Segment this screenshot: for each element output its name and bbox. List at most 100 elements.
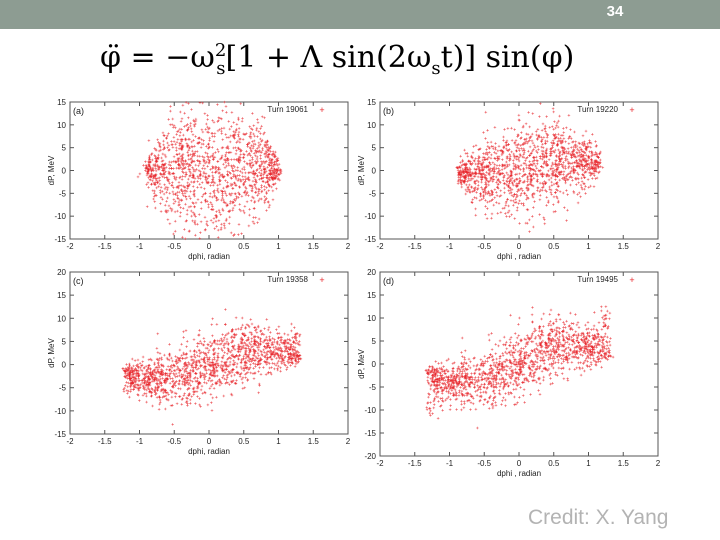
x-tick-label: -1	[136, 437, 144, 446]
y-tick-label: -10	[54, 212, 66, 221]
slide-number: 34	[606, 3, 624, 20]
x-tick-label: -0.5	[167, 242, 181, 251]
y-tick-label: -5	[59, 384, 67, 393]
legend-marker: +	[319, 275, 324, 285]
y-tick-label: -15	[54, 430, 66, 439]
y-tick-label: -10	[54, 407, 66, 416]
y-axis-label: dP, MeV	[357, 155, 366, 185]
scatter-points	[121, 308, 303, 426]
y-tick-label: 20	[57, 268, 66, 277]
x-tick-label: -1	[446, 242, 454, 251]
y-tick-label: -15	[364, 429, 376, 438]
x-tick-label: 1.5	[308, 437, 320, 446]
y-tick-label: -5	[59, 189, 67, 198]
equation: φ̈ = −ω2s[1 + Λ sin(2ωst)] sin(φ)	[100, 40, 574, 79]
credit-text: Credit: X. Yang	[528, 506, 669, 529]
legend-text: Turn 19358	[267, 275, 308, 284]
legend-text: Turn 19495	[577, 275, 618, 284]
panel-label: (b)	[383, 106, 394, 116]
chart-panel-a: -2 -1.5 -1 -0.5 0 0.5 1 1.5 2 15 10 5 0 -5 -10 -15 dphi,…	[47, 98, 351, 261]
y-axis-label: dP, MeV	[47, 155, 56, 185]
y-tick-label: 15	[57, 291, 66, 300]
x-axis-label: dphi, radian	[188, 252, 230, 261]
x-tick-label: 1	[586, 459, 591, 468]
x-tick-label: 1.5	[618, 459, 630, 468]
x-tick-label: 0.5	[548, 459, 560, 468]
y-tick-label: -15	[54, 235, 66, 244]
scatter-points	[136, 100, 283, 241]
y-tick-label: -10	[364, 212, 376, 221]
y-tick-label: 10	[57, 121, 66, 130]
legend-text: Turn 19220	[577, 105, 618, 114]
x-tick-label: -2	[66, 437, 74, 446]
y-tick-label: 0	[372, 360, 377, 369]
x-tick-label: 0	[207, 437, 212, 446]
y-tick-label: -5	[369, 189, 377, 198]
y-tick-label: -5	[369, 383, 377, 392]
y-tick-label: 5	[62, 337, 67, 346]
equation-sup: 2	[214, 40, 227, 61]
equation-rhs: t)] sin(φ)	[440, 40, 575, 75]
legend-marker: +	[629, 105, 634, 115]
scatter-points	[455, 102, 605, 233]
y-tick-label: -20	[364, 452, 376, 461]
equation-lhs: φ̈ = −ω	[100, 40, 215, 75]
equation-sub2: s	[431, 58, 441, 79]
y-tick-label: 15	[367, 291, 376, 300]
x-tick-label: -2	[376, 459, 384, 468]
x-axis-label: dphi, radian	[188, 447, 230, 456]
y-tick-label: 10	[367, 314, 376, 323]
x-tick-label: 1.5	[308, 242, 320, 251]
equation-mid: [1 + Λ sin(2ω	[225, 40, 432, 75]
x-tick-label: -1.5	[98, 437, 112, 446]
x-axis-label: dphi , radian	[497, 252, 541, 261]
y-tick-label: 10	[367, 121, 376, 130]
x-tick-label: -2	[376, 242, 384, 251]
y-tick-label: -15	[364, 235, 376, 244]
x-tick-label: -1.5	[98, 242, 112, 251]
x-tick-label: -1	[446, 459, 454, 468]
y-axis-label: dP, MeV	[357, 349, 366, 379]
x-tick-label: 0	[517, 242, 522, 251]
x-tick-label: -1.5	[408, 459, 422, 468]
plot-frame	[69, 101, 349, 240]
panel-label: (c)	[73, 276, 84, 286]
y-tick-label: -10	[364, 406, 376, 415]
x-tick-label: -2	[66, 242, 74, 251]
y-tick-label: 15	[57, 98, 66, 107]
chart-panel-d: -2 -1.5 -1 -0.5 0 0.5 1 1.5 2 20 15 10 5 0 -5 -10 -15 -20…	[357, 268, 661, 478]
x-tick-label: 0	[207, 242, 212, 251]
y-tick-label: 5	[62, 144, 67, 153]
y-tick-label: 0	[62, 167, 67, 176]
panel-label: (d)	[383, 276, 394, 286]
legend-text: Turn 19061	[267, 105, 308, 114]
y-tick-label: 0	[372, 167, 377, 176]
x-tick-label: 1	[586, 242, 591, 251]
x-tick-label: 2	[346, 242, 351, 251]
x-tick-label: -1.5	[408, 242, 422, 251]
x-axis-label: dphi , radian	[497, 469, 541, 478]
x-tick-label: 1	[276, 242, 281, 251]
x-tick-label: -0.5	[477, 242, 491, 251]
y-tick-label: 15	[367, 98, 376, 107]
panel-label: (a)	[73, 106, 84, 116]
x-tick-label: -1	[136, 242, 144, 251]
x-tick-label: -0.5	[477, 459, 491, 468]
x-tick-label: 1.5	[618, 242, 630, 251]
legend-marker: +	[319, 105, 324, 115]
x-tick-label: 1	[276, 437, 281, 446]
y-tick-label: 10	[57, 314, 66, 323]
chart-panel-c: -2 -1.5 -1 -0.5 0 0.5 1 1.5 2 20 15 10 5 0 -5 -10 -15 dph…	[47, 268, 351, 456]
plot-frame	[379, 101, 659, 240]
x-tick-label: 2	[656, 459, 661, 468]
x-tick-label: 2	[656, 242, 661, 251]
x-tick-label: 0	[517, 459, 522, 468]
plot-frame	[69, 271, 349, 435]
y-tick-label: 0	[62, 361, 67, 370]
y-tick-label: 5	[372, 337, 377, 346]
x-tick-label: 0.5	[238, 242, 250, 251]
x-tick-label: -0.5	[167, 437, 181, 446]
x-tick-label: 0.5	[548, 242, 560, 251]
x-tick-label: 2	[346, 437, 351, 446]
legend-marker: +	[629, 275, 634, 285]
